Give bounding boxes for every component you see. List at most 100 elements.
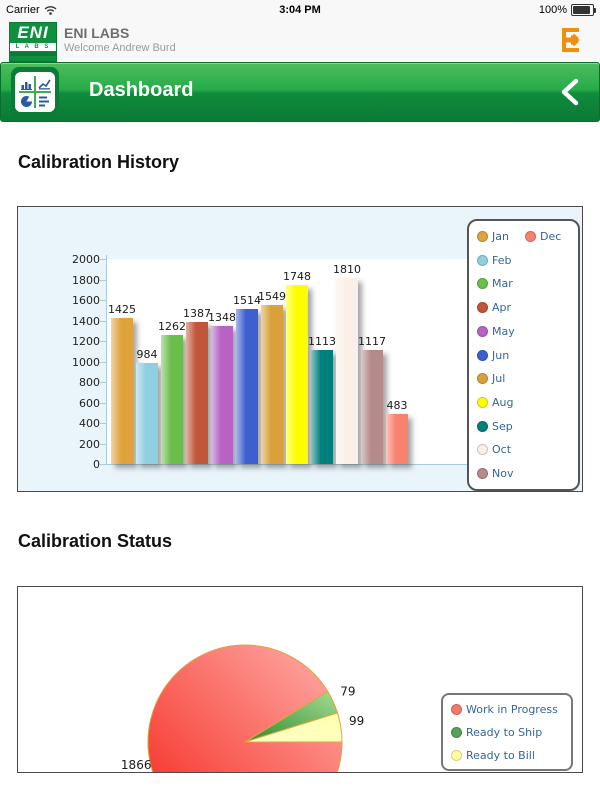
legend-swatch [451,727,462,738]
legend-swatch-Aug [477,396,488,408]
y-tick-mark [100,402,106,404]
y-tick-mark [100,464,106,465]
y-axis [106,255,107,465]
legend-label: May [492,324,515,338]
bar-Apr [186,321,208,464]
bar-value-Dec: 483 [386,399,408,413]
bar-Jun [236,308,258,464]
y-tick-mark [100,259,106,260]
pie-slice-work-in-progress [147,644,343,772]
back-button[interactable] [557,77,583,109]
legend-swatch-Jul [477,373,488,385]
bar-Nov [361,349,383,464]
legend-label: Mar [492,277,513,291]
x-axis [106,464,481,465]
logo-subtext: L A B S [10,43,56,51]
clock: 3:04 PM [279,4,321,16]
legend-item-Apr: Apr [477,301,511,314]
legend-item-Nov: Nov [477,467,513,480]
legend-swatch-Apr [477,302,488,314]
legend-item-ready-to-bill: Ready to Bill [451,749,535,762]
legend-label: Apr [492,301,512,315]
y-tick-label: 1600 [72,294,100,307]
y-tick-label: 1800 [72,273,100,287]
legend-item-Sep: Sep [477,420,513,433]
legend-item-Mar: Mar [477,277,513,290]
nav-bar: Dashboard [0,62,600,122]
legend-item-ready-to-ship: Ready to Ship [451,726,542,739]
y-tick-label: 600 [79,396,100,410]
y-tick-mark [100,382,106,383]
legend-item-Aug: Aug [477,396,513,409]
bar-value-Oct: 1810 [333,263,361,277]
legend-item-Jul: Jul [477,372,505,385]
y-tick-label: 1400 [72,314,100,328]
y-tick-mark [100,361,106,363]
battery-percent: 100% [538,4,567,16]
bar-Dec [386,414,408,464]
bar-value-Mar: 1262 [158,319,186,333]
bar-May [211,325,233,464]
y-tick-mark [100,300,106,301]
status-section-title: Calibration Status [18,531,173,551]
y-tick-mark [100,320,106,322]
legend-swatch-Sep [477,420,488,432]
legend-item-Jan: Jan [477,230,509,243]
legend-label: Ready to Bill [466,749,535,762]
logo-text: ENI [17,23,49,42]
bar-Mar [161,334,183,464]
bar-value-Jan: 1425 [108,302,136,316]
legend-label: Oct [492,443,512,457]
bar-Sep [311,349,333,464]
legend-label: Aug [492,395,514,409]
y-tick-label: 400 [79,417,100,430]
logout-button[interactable] [558,26,586,54]
legend-swatch [451,704,462,715]
legend-swatch-Jun [477,349,488,361]
wifi-icon [44,6,57,15]
legend-label: Nov [492,467,514,480]
y-tick-label: 1000 [72,355,100,369]
y-tick-mark [100,341,106,342]
pie-value-label: 79 [340,684,355,698]
legend-swatch-Oct [477,444,488,456]
legend-label: Jul [492,372,506,386]
chevron-left-icon [561,78,579,106]
legend-item-Dec: Dec [525,230,561,243]
app-title: ENI LABS [64,25,130,41]
legend-label: Jun [492,348,510,362]
bar-value-Jun: 1514 [233,293,261,307]
y-tick-label: 200 [79,437,100,451]
page-title: Dashboard [89,79,194,101]
pie-chart-legend: Work in Progress Ready to Ship Ready to Bi… [441,693,573,771]
logout-icon [562,28,580,52]
y-tick-mark [100,279,106,281]
calibration-status-chart: 1866 79 99 Work in Progress Ready to Ship Rea… [17,586,583,773]
y-tick-label: 800 [79,376,100,389]
legend-swatch [451,750,462,761]
dashboard-icon [15,72,55,112]
legend-swatch-Dec [525,231,536,242]
bar-chart-legend: Jan Feb Mar Apr May Jun Jul Aug Sep Oct Nov Dec [467,219,580,491]
legend-item-May: May [477,325,515,338]
legend-label: Sep [492,419,513,433]
legend-label: Work in Progress [466,703,558,716]
y-tick-label: 0 [93,458,100,471]
legend-item-work-in-progress: Work in Progress [451,703,558,716]
bar-Jan [111,317,133,464]
y-tick-mark [100,443,106,445]
bar-value-Jul: 1549 [258,290,286,304]
pie-value-label: 1866 [121,758,152,772]
app-header: ENI L A B S ENI LABS Welcome Andrew Burd [0,20,600,62]
bar-Oct [336,278,358,464]
legend-label: Feb [492,253,512,267]
carrier-label: Carrier [6,4,40,16]
bar-Aug [286,284,308,464]
bar-Jul [261,305,283,464]
legend-swatch-May [477,325,488,337]
legend-swatch-Nov [477,468,488,479]
y-tick-label: 1200 [72,335,100,348]
legend-item-Jun: Jun [477,349,509,362]
legend-label: Dec [540,230,562,243]
